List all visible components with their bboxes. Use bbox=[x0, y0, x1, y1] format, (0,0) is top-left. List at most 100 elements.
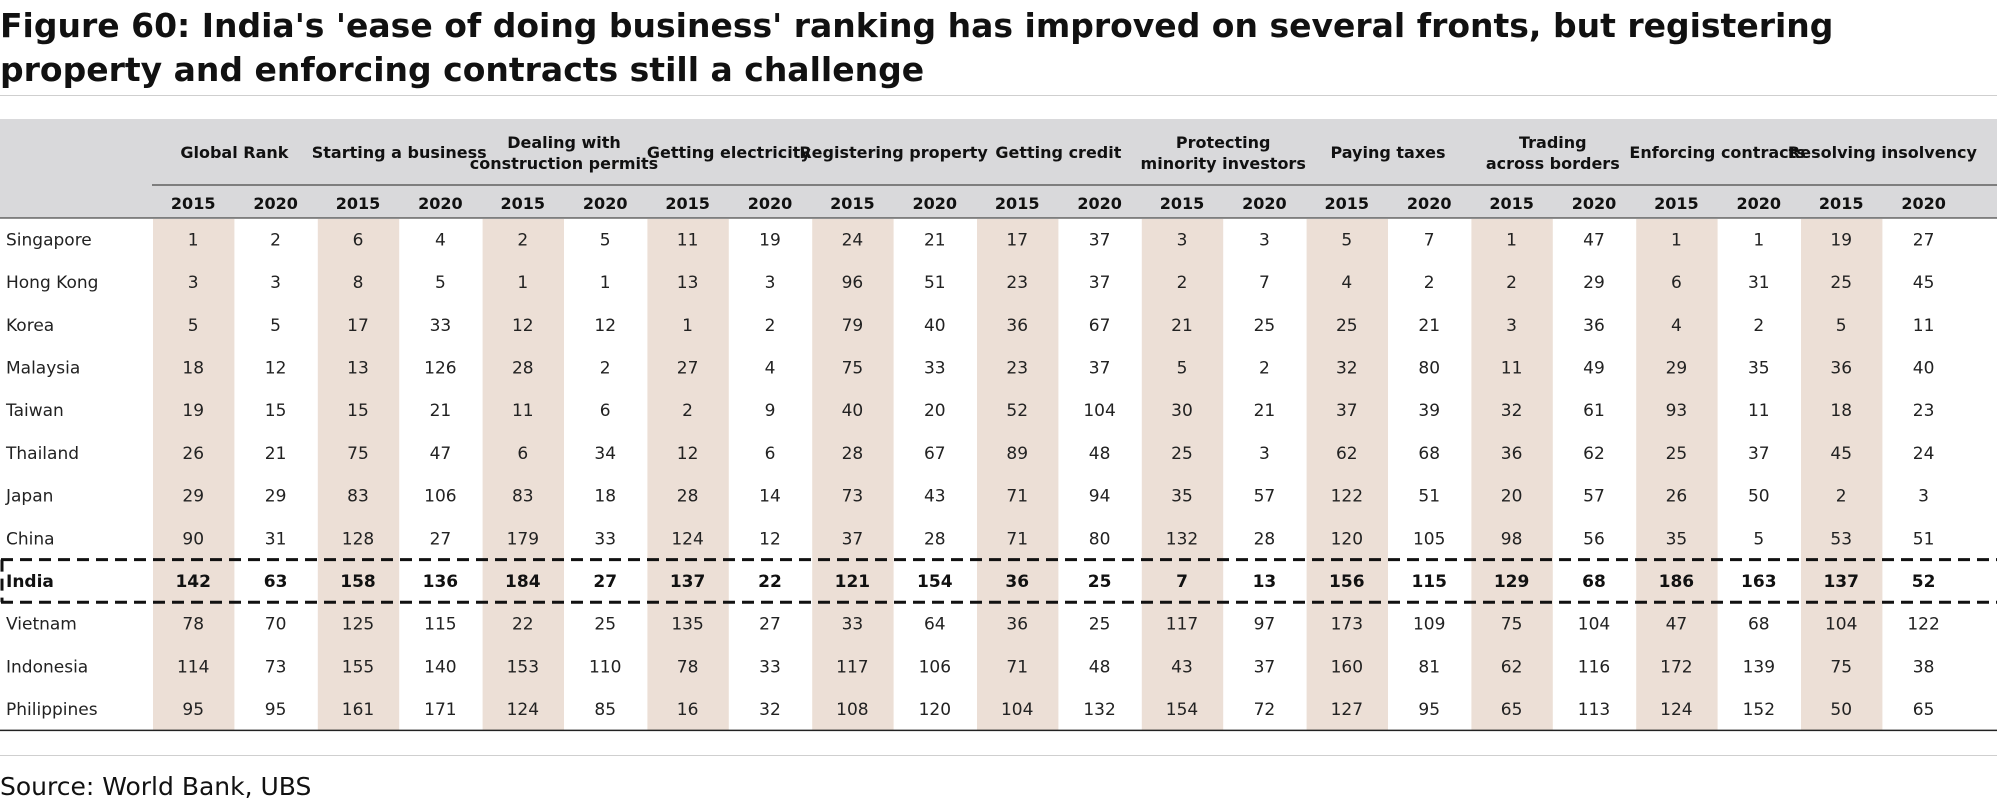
table-cell-value: 105 bbox=[1413, 529, 1445, 549]
table-cell-value: 6 bbox=[353, 230, 364, 250]
table-cell-value: 5 bbox=[1341, 230, 1352, 250]
table-cell-value: 3 bbox=[1259, 230, 1270, 250]
table-cell-value: 171 bbox=[424, 700, 456, 720]
table-cell-value: 51 bbox=[1913, 529, 1935, 549]
table-cell-value: 95 bbox=[182, 700, 204, 720]
table-cell-value: 21 bbox=[1418, 316, 1440, 336]
shade-2015-column bbox=[1471, 219, 1553, 731]
table-cell-value: 64 bbox=[924, 615, 946, 635]
table-cell-value: 152 bbox=[1743, 700, 1775, 720]
figure-source: Source: World Bank, UBS bbox=[0, 772, 312, 801]
table-cell-value: 40 bbox=[842, 401, 864, 421]
table-cell-value: 21 bbox=[924, 230, 946, 250]
table-cell-value: 49 bbox=[1583, 358, 1605, 378]
table-cell-value: 68 bbox=[1748, 615, 1770, 635]
table-cell-value: 2 bbox=[1177, 273, 1188, 293]
year-label: 2020 bbox=[748, 194, 793, 213]
table-cell-value: 93 bbox=[1666, 401, 1688, 421]
year-label: 2020 bbox=[418, 194, 463, 213]
table-cell-value: 51 bbox=[1418, 487, 1440, 507]
table-cell-value: 83 bbox=[512, 487, 534, 507]
table-cell-value: 1 bbox=[1753, 230, 1764, 250]
table-cell-value: 26 bbox=[182, 444, 204, 464]
table-cell-value: 85 bbox=[594, 700, 616, 720]
table-cell-value: 11 bbox=[1748, 401, 1770, 421]
table-cell-value: 1 bbox=[682, 316, 693, 336]
table-cell-value: 140 bbox=[424, 657, 456, 677]
table-cell-value: 12 bbox=[265, 358, 287, 378]
table-cell-value: 62 bbox=[1336, 444, 1358, 464]
table-cell-value: 95 bbox=[1418, 700, 1440, 720]
table-cell-value: 3 bbox=[1918, 487, 1929, 507]
table-cell-value: 1 bbox=[517, 273, 528, 293]
year-label: 2020 bbox=[1737, 194, 1782, 213]
table-cell-value: 67 bbox=[1089, 316, 1111, 336]
column-group-title: Getting credit bbox=[995, 143, 1121, 162]
table-cell-value: 63 bbox=[264, 572, 288, 592]
table-cell-value: 25 bbox=[1171, 444, 1193, 464]
table-cell-value: 6 bbox=[517, 444, 528, 464]
table-cell-value: 31 bbox=[1748, 273, 1770, 293]
table-cell-value: 71 bbox=[1006, 657, 1028, 677]
table-cell-value: 6 bbox=[1671, 273, 1682, 293]
table-cell-value: 2 bbox=[1506, 273, 1517, 293]
table-cell-value: 28 bbox=[677, 487, 699, 507]
table-cell-value: 81 bbox=[1418, 657, 1440, 677]
shade-2015-column bbox=[647, 219, 729, 731]
shade-2015-column bbox=[1306, 219, 1388, 731]
table-cell-value: 2 bbox=[1424, 273, 1435, 293]
table-cell-value: 28 bbox=[1254, 529, 1276, 549]
table-cell-value: 108 bbox=[836, 700, 868, 720]
table-cell-value: 32 bbox=[1501, 401, 1523, 421]
table-cell-value: 124 bbox=[1660, 700, 1692, 720]
shade-2015-column bbox=[1636, 219, 1718, 731]
table-cell-value: 52 bbox=[1006, 401, 1028, 421]
table-cell-value: 2 bbox=[517, 230, 528, 250]
table-cell-value: 33 bbox=[594, 529, 616, 549]
figure-title: Figure 60: India's 'ease of doing busine… bbox=[0, 6, 1834, 89]
table-cell-value: 173 bbox=[1331, 615, 1363, 635]
column-group-title: Paying taxes bbox=[1330, 143, 1445, 162]
table-cell-value: 29 bbox=[182, 487, 204, 507]
table-cell-value: 75 bbox=[347, 444, 369, 464]
table-cell-value: 68 bbox=[1418, 444, 1440, 464]
table-cell-value: 52 bbox=[1912, 572, 1936, 592]
table-cell-value: 186 bbox=[1659, 572, 1695, 592]
table-cell-value: 25 bbox=[1089, 615, 1111, 635]
column-group-title: Resolving insolvency bbox=[1788, 143, 1978, 162]
table-cell-value: 37 bbox=[842, 529, 864, 549]
table-cell-value: 57 bbox=[1254, 487, 1276, 507]
table-cell-value: 61 bbox=[1583, 401, 1605, 421]
year-label: 2020 bbox=[1407, 194, 1452, 213]
table-cell-value: 31 bbox=[265, 529, 287, 549]
table-cell-value: 47 bbox=[1583, 230, 1605, 250]
table-cell-value: 137 bbox=[1823, 572, 1859, 592]
table-cell-value: 40 bbox=[1913, 358, 1935, 378]
table-cell-value: 53 bbox=[1830, 529, 1852, 549]
row-country-label: Indonesia bbox=[6, 657, 88, 677]
table-cell-value: 5 bbox=[1836, 316, 1847, 336]
table-cell-value: 47 bbox=[1666, 615, 1688, 635]
row-country-label: Taiwan bbox=[5, 401, 64, 421]
shade-2015-column bbox=[812, 219, 894, 731]
table-cell-value: 37 bbox=[1748, 444, 1770, 464]
year-label: 2015 bbox=[336, 194, 381, 213]
shade-2015-column bbox=[482, 219, 564, 731]
table-cell-value: 25 bbox=[1088, 572, 1112, 592]
table-cell-value: 160 bbox=[1331, 657, 1363, 677]
table-cell-value: 75 bbox=[1830, 657, 1852, 677]
table-cell-value: 2 bbox=[1259, 358, 1270, 378]
table-cell-value: 47 bbox=[430, 444, 452, 464]
table-cell-value: 161 bbox=[342, 700, 374, 720]
table-cell-value: 32 bbox=[1336, 358, 1358, 378]
table-cell-value: 75 bbox=[1501, 615, 1523, 635]
table-cell-value: 36 bbox=[1006, 316, 1028, 336]
table-cell-value: 7 bbox=[1259, 273, 1270, 293]
year-label: 2015 bbox=[830, 194, 875, 213]
table-cell-value: 36 bbox=[1005, 572, 1029, 592]
table-cell-value: 32 bbox=[759, 700, 781, 720]
table-cell-value: 2 bbox=[270, 230, 281, 250]
shade-2015-column bbox=[317, 219, 400, 731]
year-label: 2020 bbox=[1572, 194, 1617, 213]
table-cell-value: 37 bbox=[1089, 273, 1111, 293]
